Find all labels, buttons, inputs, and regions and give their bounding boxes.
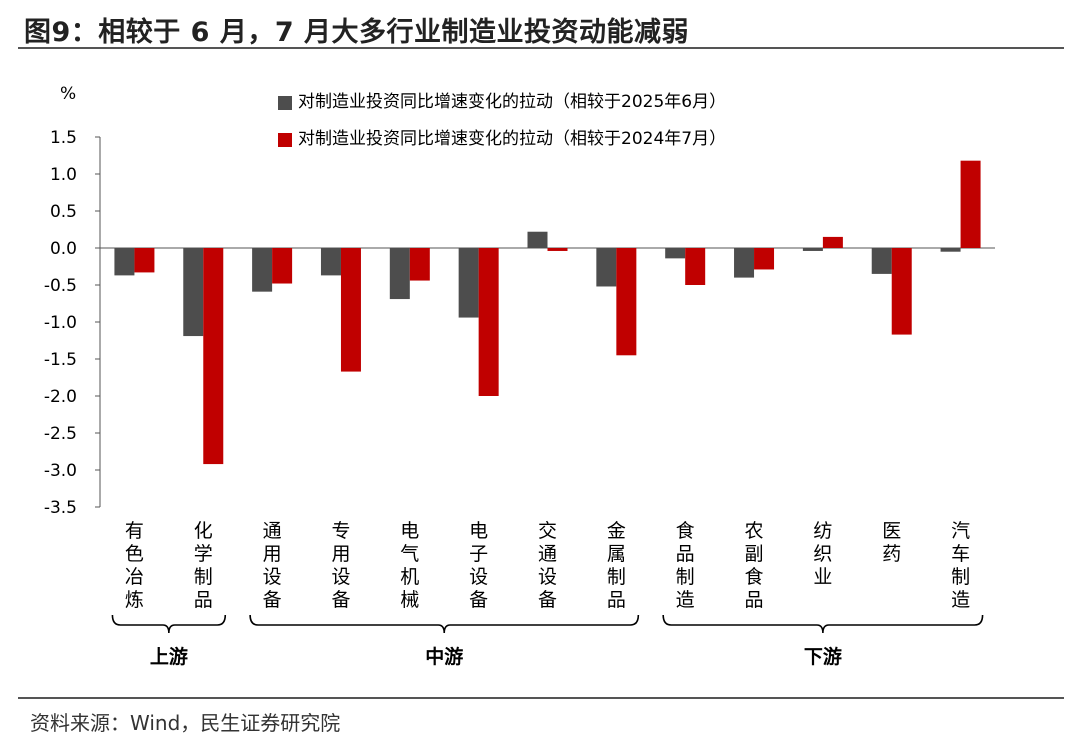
y-tick-label: -3.5 bbox=[44, 498, 77, 518]
legend-label: 对制造业投资同比增速变化的拉动（相较于2024年7月） bbox=[298, 129, 727, 149]
group-label: 上游 bbox=[150, 645, 188, 668]
y-tick-label: -2.0 bbox=[44, 387, 77, 407]
x-category-label: 金属制品 bbox=[607, 520, 626, 611]
chart-title: 图9：相较于 6 月，7 月大多行业制造业投资动能减弱 bbox=[24, 17, 690, 48]
bar-vs-2025-06-8 bbox=[665, 248, 686, 259]
bar-vs-2024-07-12 bbox=[960, 160, 981, 248]
bar-vs-2025-06-10 bbox=[802, 248, 823, 251]
legend-swatch bbox=[278, 132, 292, 147]
y-tick-label: -3.0 bbox=[44, 461, 77, 481]
group-label: 中游 bbox=[425, 645, 463, 668]
bar-vs-2024-07-5 bbox=[478, 248, 499, 396]
legend-item-series-1: 对制造业投资同比增速变化的拉动（相较于2025年6月） bbox=[278, 84, 726, 121]
bar-vs-2025-06-6 bbox=[527, 231, 548, 248]
x-category-label: 通用设备 bbox=[263, 520, 282, 611]
x-category-label: 交通设备 bbox=[538, 520, 557, 611]
bar-vs-2025-06-3 bbox=[320, 248, 341, 276]
y-axis-unit: % bbox=[60, 84, 77, 104]
legend: 对制造业投资同比增速变化的拉动（相较于2025年6月） 对制造业投资同比增速变化… bbox=[278, 84, 726, 158]
group-bracket bbox=[662, 614, 984, 634]
bar-vs-2025-06-0 bbox=[114, 248, 135, 276]
legend-item-series-2: 对制造业投资同比增速变化的拉动（相较于2024年7月） bbox=[278, 121, 726, 158]
y-tick-label: -2.5 bbox=[44, 424, 77, 444]
y-tick-label: -0.5 bbox=[44, 276, 77, 296]
x-category-label: 电子设备 bbox=[469, 520, 488, 611]
title-divider bbox=[18, 47, 1064, 49]
bar-vs-2025-06-9 bbox=[734, 248, 755, 278]
bar-vs-2024-07-11 bbox=[891, 248, 912, 335]
bar-vs-2024-07-3 bbox=[340, 248, 361, 372]
bar-vs-2025-06-1 bbox=[183, 248, 204, 337]
x-category-label: 纺织业 bbox=[813, 520, 832, 588]
x-category-label: 医药 bbox=[882, 520, 901, 565]
bar-vs-2025-06-12 bbox=[940, 248, 961, 252]
bar-vs-2025-06-7 bbox=[596, 248, 617, 287]
bar-vs-2024-07-8 bbox=[685, 248, 706, 285]
x-category-label: 食品制造 bbox=[676, 520, 695, 611]
legend-swatch bbox=[278, 95, 292, 110]
source-note: 资料来源：Wind，民生证券研究院 bbox=[30, 711, 341, 735]
bar-vs-2024-07-9 bbox=[754, 248, 775, 270]
bar-vs-2024-07-0 bbox=[134, 248, 155, 273]
bar-vs-2025-06-11 bbox=[871, 248, 892, 274]
y-tick-label: 0.0 bbox=[50, 239, 77, 259]
group-bracket bbox=[249, 614, 640, 634]
y-tick-label: 1.0 bbox=[50, 165, 77, 185]
x-category-label: 专用设备 bbox=[331, 520, 350, 611]
x-category-label: 农副食品 bbox=[745, 520, 764, 611]
bar-vs-2025-06-2 bbox=[252, 248, 273, 292]
bar-vs-2024-07-4 bbox=[409, 248, 430, 281]
x-category-label: 化学制品 bbox=[194, 520, 213, 611]
bar-vs-2024-07-10 bbox=[822, 236, 843, 248]
x-category-label: 汽车制造 bbox=[951, 520, 970, 611]
group-label: 下游 bbox=[804, 645, 842, 668]
bar-vs-2024-07-6 bbox=[547, 248, 568, 251]
bar-vs-2024-07-2 bbox=[272, 248, 293, 284]
y-tick-label: 0.5 bbox=[50, 202, 77, 222]
bar-vs-2024-07-7 bbox=[616, 248, 637, 356]
bar-vs-2025-06-5 bbox=[458, 248, 479, 318]
legend-label: 对制造业投资同比增速变化的拉动（相较于2025年6月） bbox=[298, 92, 727, 112]
bar-vs-2024-07-1 bbox=[203, 248, 224, 465]
y-tick-label: 1.5 bbox=[50, 128, 77, 148]
source-divider bbox=[18, 697, 1064, 699]
bar-vs-2025-06-4 bbox=[389, 248, 410, 300]
x-category-label: 电气机械 bbox=[400, 520, 419, 611]
x-category-label: 有色冶炼 bbox=[125, 520, 144, 611]
group-bracket bbox=[111, 614, 227, 634]
y-tick-label: -1.5 bbox=[44, 350, 77, 370]
y-tick-label: -1.0 bbox=[44, 313, 77, 333]
